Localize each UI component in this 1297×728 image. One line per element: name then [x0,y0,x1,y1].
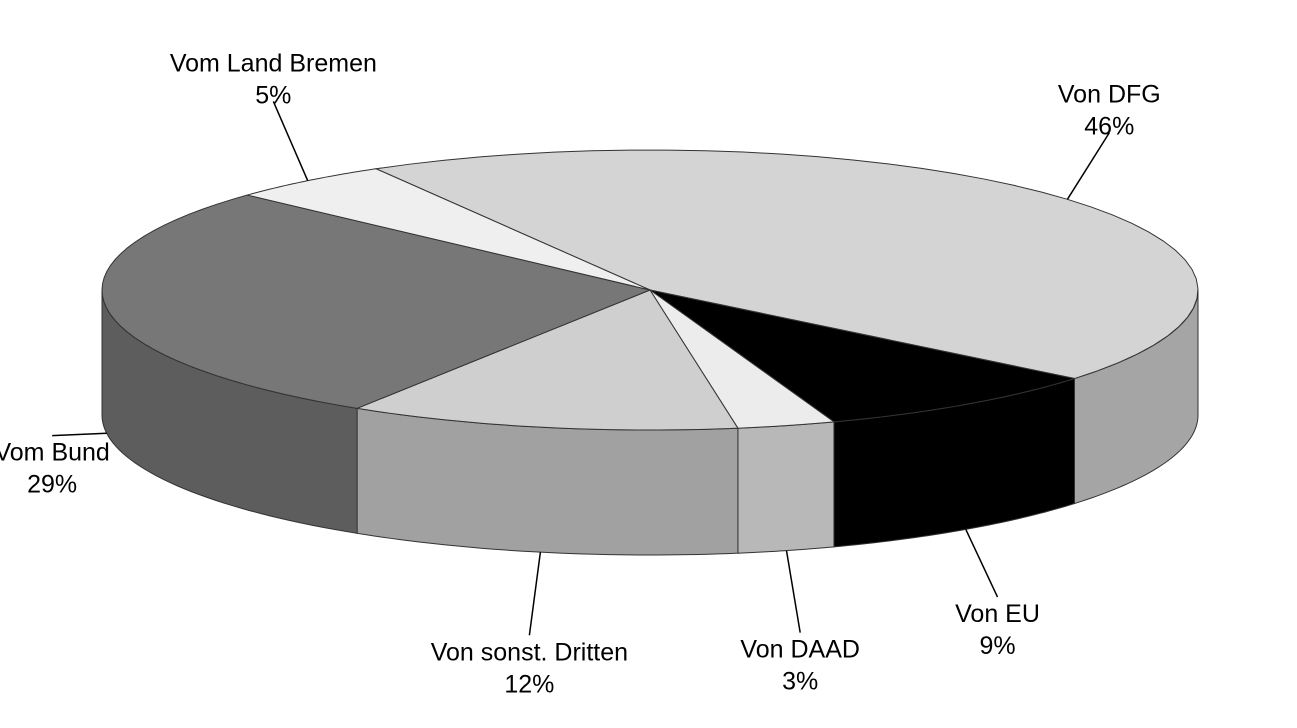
slice-label: Von EU 9% [955,600,1040,660]
value-label: 29% [27,471,77,499]
category-label: Von sonst. Dritten [431,638,628,666]
leader-line [785,550,801,633]
slice-label: Von DFG 46% [1058,81,1161,141]
value-label: 12% [504,670,554,698]
category-label: Vom Bund [0,439,110,467]
value-label: 5% [255,81,291,109]
slice-top [355,289,739,431]
value-label: 3% [782,668,818,696]
leader-line [528,552,542,636]
slice-side [737,421,835,554]
slice-top [649,289,836,429]
slice-label: Von sonst. Dritten 12% [431,638,628,698]
value-label: 46% [1084,113,1134,141]
leader-line [272,101,309,181]
category-label: Von DFG [1058,81,1161,109]
value-label: 9% [979,632,1015,660]
category-label: Von EU [955,600,1040,628]
leader-line [52,432,107,437]
slice-top [649,289,1075,423]
slice-label: Vom Land Bremen 5% [170,49,377,109]
slice-label: Von DAAD 3% [740,636,860,696]
category-label: Von DAAD [740,636,860,664]
leader-line [965,529,999,598]
category-label: Vom Land Bremen [170,49,377,77]
slice-label: Vom Bund 29% [0,439,110,499]
slice-top [101,194,652,409]
leader-line [1066,132,1110,200]
slice-side [356,407,739,556]
